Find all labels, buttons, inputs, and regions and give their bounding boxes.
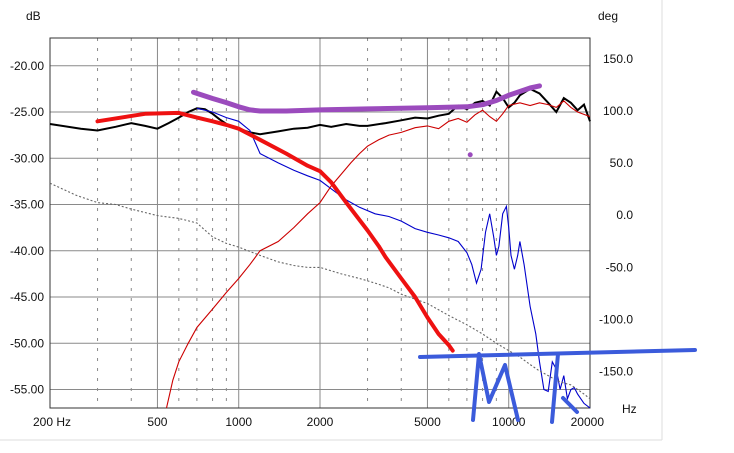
y-right-tick-label: -100.0 xyxy=(599,312,633,326)
y-left-tick-label: -55.00 xyxy=(10,383,44,397)
y-left-tick-labels: -20.00 -25.00 -30.00 -35.00 -40.00 -45.00 -50.… xyxy=(10,59,44,397)
y-left-tick-label: -20.00 xyxy=(10,59,44,73)
y-right-tick-label: 150.0 xyxy=(603,52,633,66)
y-left-tick-label: -35.00 xyxy=(10,198,44,212)
y-left-tick-label: -40.00 xyxy=(10,244,44,258)
purple-dot xyxy=(467,152,473,158)
y-right-tick-labels: 150.0 100.0 50.0 0.0 -50.0 -100.0 -150.0 xyxy=(599,52,633,379)
x-unit-label: Hz xyxy=(622,402,637,416)
x-tick-label: 10000 xyxy=(492,415,526,429)
plot-frame xyxy=(49,37,591,409)
x-tick-label: 500 xyxy=(147,415,167,429)
series-line-4 xyxy=(49,182,591,400)
blue-markup-stroke xyxy=(550,352,560,424)
red-trend-stroke xyxy=(95,110,455,353)
purple-trend-stroke xyxy=(191,83,542,114)
hand-drawn-overlays xyxy=(95,83,697,424)
y-right-tick-label: 100.0 xyxy=(603,104,633,118)
y-right-unit-label: deg xyxy=(598,9,618,23)
y-left-tick-label: -45.00 xyxy=(10,290,44,304)
y-right-tick-label: 50.0 xyxy=(610,156,634,170)
blue-markup-short-stroke xyxy=(561,396,579,414)
y-left-tick-label: -50.00 xyxy=(10,336,44,350)
y-right-tick-label: 0.0 xyxy=(616,208,633,222)
y-right-tick-label: -50.0 xyxy=(606,260,634,274)
x-tick-label: 1000 xyxy=(225,415,252,429)
y-right-tick-label: -150.0 xyxy=(599,365,633,379)
series-line-2 xyxy=(196,107,591,409)
y-left-tick-label: -30.00 xyxy=(10,151,44,165)
x-tick-label: 2000 xyxy=(307,415,334,429)
y-left-tick-label: -25.00 xyxy=(10,105,44,119)
x-tick-label: 5000 xyxy=(414,415,441,429)
x-tick-label: 200 Hz xyxy=(33,415,71,429)
y-left-unit-label: dB xyxy=(26,9,41,23)
blue-markup-m-stroke xyxy=(471,352,520,422)
x-tick-label: 20000 xyxy=(571,415,605,429)
series-line-3 xyxy=(165,100,591,409)
